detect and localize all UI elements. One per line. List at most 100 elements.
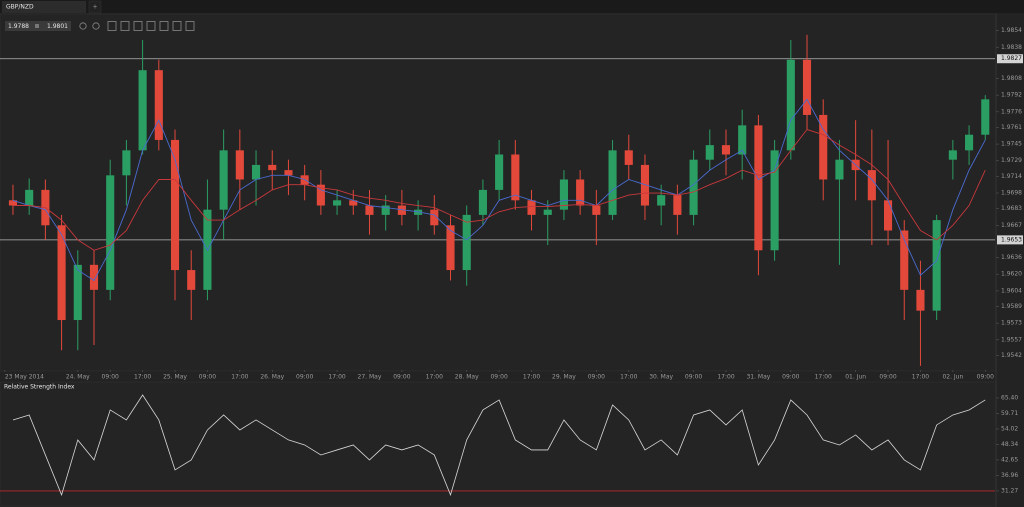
candle-body <box>932 220 941 311</box>
toolbar <box>79 21 195 31</box>
x-tick-label: 17:00 <box>620 374 637 381</box>
y-tick-label: 1.9542 <box>1001 352 1022 359</box>
ask-price: 1.9801 <box>47 23 68 30</box>
candle-body <box>106 175 115 290</box>
x-tick-label: 09:00 <box>879 374 896 381</box>
y-tick-label: 65.40 <box>1001 394 1018 401</box>
candle-body <box>219 150 228 210</box>
candle-body <box>381 205 390 215</box>
candle-body <box>397 205 406 215</box>
x-tick-label: 29. May <box>552 374 576 381</box>
candle-body <box>673 195 682 215</box>
indicators-button[interactable] <box>133 21 143 31</box>
candle-body <box>608 150 617 215</box>
candle-body <box>446 225 455 271</box>
y-tick-label: 31.27 <box>1001 487 1018 494</box>
candle-body <box>883 200 893 231</box>
x-tick-label: 09:00 <box>685 374 702 381</box>
y-tick-label: 1.9683 <box>1001 205 1022 212</box>
candle-body <box>478 189 487 215</box>
candle-body <box>786 59 795 151</box>
candle-body <box>802 59 812 115</box>
candle-body <box>624 150 633 165</box>
moving-average-line <box>12 98 986 282</box>
y-tick-label: 1.9714 <box>1001 173 1022 180</box>
candle-body <box>187 270 196 290</box>
y-tick-label: 1.9698 <box>1001 190 1022 197</box>
symbol-tab-label: GBP/NZD <box>6 4 34 11</box>
x-tick-label: 25. May <box>163 374 187 381</box>
x-tick-label: 23 May 2014 <box>5 374 44 381</box>
candle-body <box>592 205 601 215</box>
y-tick-label: 1.9604 <box>1001 287 1022 294</box>
y-tick-label: 1.9808 <box>1001 75 1022 82</box>
candle-body <box>770 150 779 251</box>
candle-body <box>495 154 504 190</box>
settings-button[interactable] <box>185 21 195 31</box>
candle-body <box>154 70 163 140</box>
add-tab-button[interactable] <box>88 0 102 14</box>
bid-price: 1.9788 <box>8 23 29 30</box>
y-tick-label: 1.9761 <box>1001 124 1022 131</box>
x-tick-label: 17:00 <box>134 374 151 381</box>
x-tick-label: 09:00 <box>102 374 119 381</box>
objects-button[interactable] <box>172 21 182 31</box>
horizontal-line-label: 1.9827 <box>1001 55 1022 62</box>
symbol-tab[interactable] <box>2 1 86 13</box>
candle-body <box>122 150 131 176</box>
candle-body <box>235 150 244 180</box>
x-tick-label: 02. Jun <box>942 374 963 381</box>
x-tick-label: 17:00 <box>717 374 734 381</box>
x-tick-label: 17:00 <box>815 374 832 381</box>
indicator-title: Relative Strength Index <box>4 384 75 391</box>
horizontal-line-label-box <box>997 54 1023 64</box>
candle-body <box>640 164 650 206</box>
candle-body <box>8 200 18 206</box>
candle-body <box>349 200 358 206</box>
draw-button[interactable] <box>159 21 169 31</box>
candle-body <box>57 225 66 321</box>
x-tick-label: 28. May <box>455 374 479 381</box>
y-tick-label: 1.9620 <box>1001 271 1022 278</box>
y-tick-label: 1.9792 <box>1001 92 1022 99</box>
zoom-out-button[interactable] <box>92 22 100 30</box>
candle-body <box>414 209 423 215</box>
x-tick-label: 09:00 <box>588 374 605 381</box>
x-tick-label: 09:00 <box>782 374 799 381</box>
candle-body <box>73 264 82 321</box>
candle-body <box>916 289 925 311</box>
y-tick-label: 1.9557 <box>1001 336 1022 343</box>
candle-body <box>268 164 277 171</box>
candle-body <box>170 139 180 271</box>
spread-icon <box>35 24 39 28</box>
candle-body <box>333 200 342 206</box>
y-tick-label: 1.9776 <box>1001 108 1022 115</box>
candle-body <box>462 214 471 271</box>
y-tick-label: 54.02 <box>1001 425 1018 432</box>
x-tick-label: 09:00 <box>393 374 410 381</box>
candle-body <box>981 99 990 135</box>
template-button[interactable] <box>146 21 156 31</box>
candle-body <box>543 209 552 215</box>
moving-average-line <box>12 128 986 251</box>
x-tick-label: 17:00 <box>426 374 443 381</box>
candle-body <box>867 170 876 201</box>
plot-layer: 1.9854 1.9838 1.9808 1.9792 1.9776 1.9761 1.97… <box>0 27 1023 497</box>
add-tab-label: + <box>92 4 97 11</box>
horizontal-line-label: 1.9653 <box>1001 236 1022 243</box>
candle-body <box>689 159 698 215</box>
candle-body <box>738 125 747 155</box>
candle-body <box>657 195 666 206</box>
candle-body <box>819 114 828 180</box>
y-tick-label: 1.9589 <box>1001 303 1022 310</box>
price-panel <box>0 13 997 372</box>
y-tick-label: 36.96 <box>1001 472 1018 479</box>
x-tick-label: 31. May <box>746 374 770 381</box>
interval-button[interactable] <box>107 21 117 31</box>
x-tick-label: 01. Jun <box>845 374 866 381</box>
chart-type-button[interactable] <box>120 21 130 31</box>
zoom-in-button[interactable] <box>79 22 87 30</box>
candle-body <box>835 159 844 180</box>
x-tick-label: 09:00 <box>296 374 313 381</box>
